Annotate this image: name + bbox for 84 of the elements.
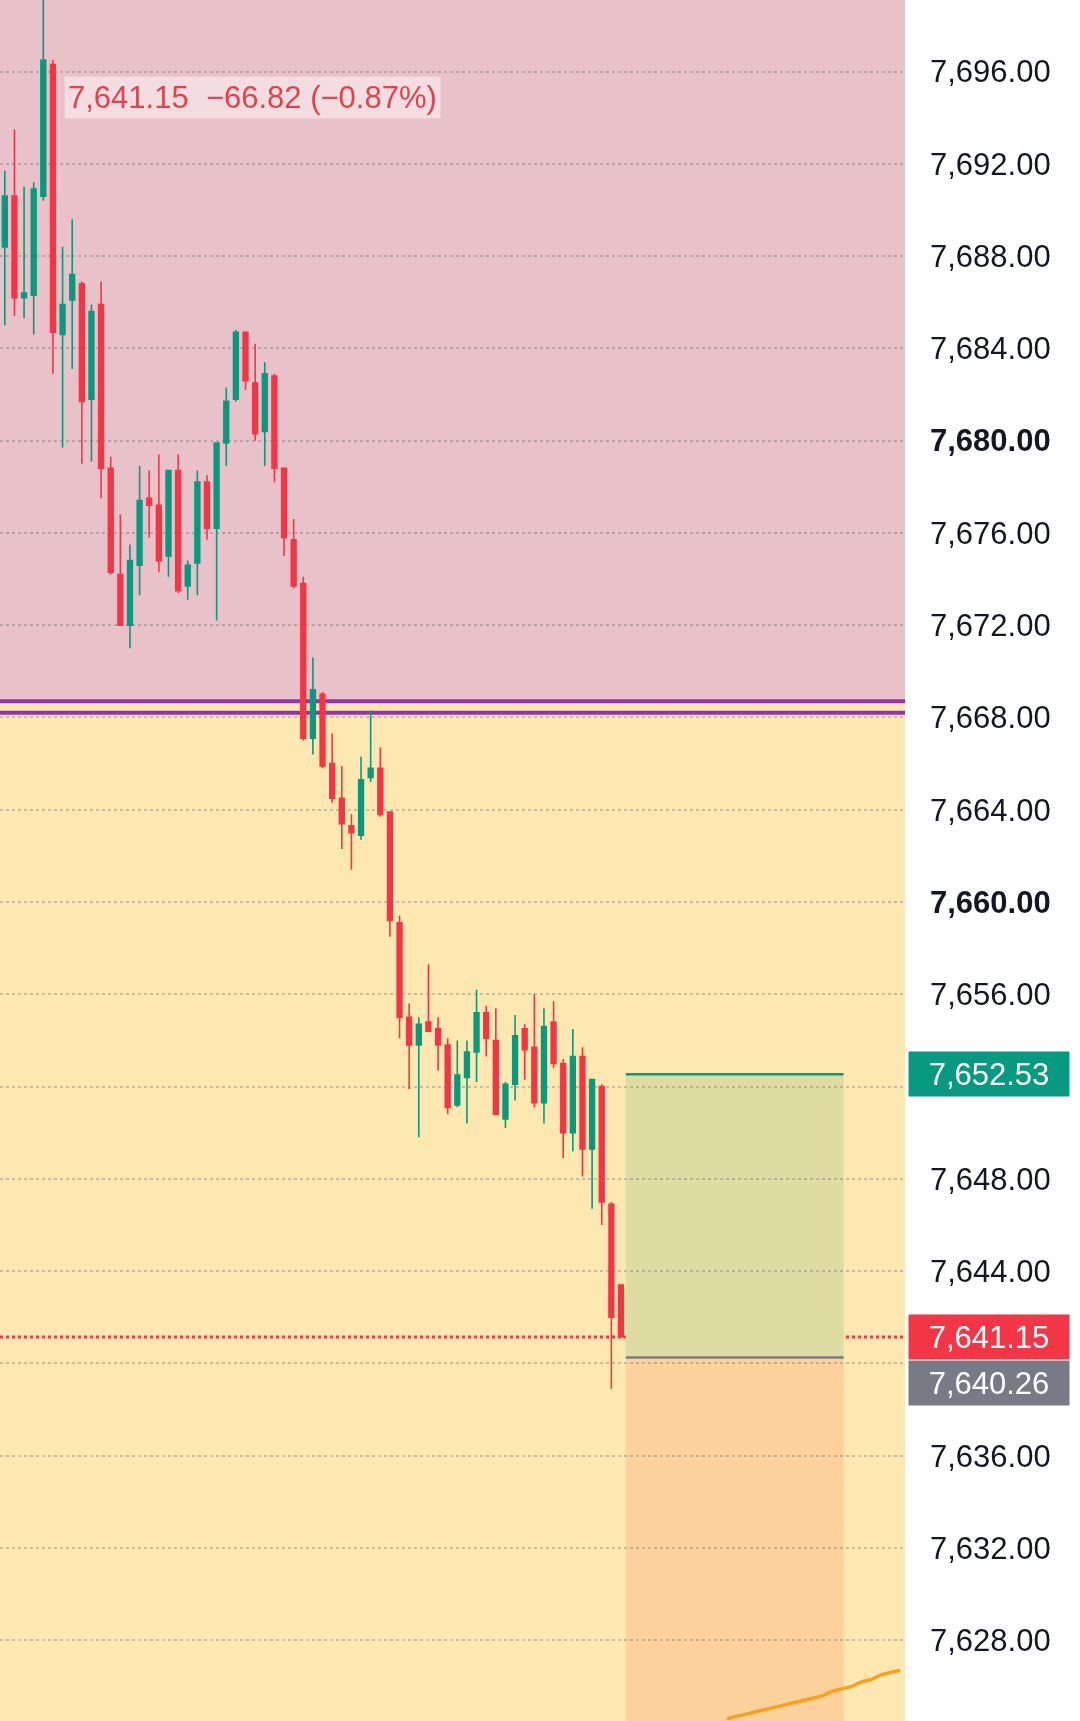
ref-line-label: 7,641.15 bbox=[928, 1319, 1050, 1355]
candlestick bbox=[242, 331, 249, 391]
candlestick bbox=[97, 280, 105, 500]
y-tick-label: 7,660.00 bbox=[930, 884, 1051, 920]
candlestick bbox=[357, 755, 365, 841]
candlestick bbox=[20, 186, 28, 320]
y-tick-label: 7,664.00 bbox=[930, 792, 1051, 828]
candlestick bbox=[251, 342, 259, 442]
candlestick bbox=[319, 691, 326, 770]
ref-line-label: 7,640.26 bbox=[928, 1365, 1050, 1401]
candlestick bbox=[309, 656, 317, 756]
candlestick bbox=[194, 469, 201, 596]
candlestick bbox=[300, 575, 307, 742]
candlestick bbox=[386, 811, 394, 938]
candlestick bbox=[550, 1000, 557, 1069]
candlestick bbox=[280, 467, 288, 557]
candlestick bbox=[483, 1005, 490, 1058]
y-tick-label: 7,636.00 bbox=[930, 1438, 1051, 1474]
candlestick bbox=[213, 442, 220, 622]
candlestick bbox=[492, 1007, 499, 1116]
y-tick-label: 7,668.00 bbox=[930, 700, 1051, 736]
candlestick bbox=[232, 329, 240, 403]
candlestick bbox=[406, 1002, 413, 1090]
candlestick bbox=[146, 469, 153, 539]
candlestick bbox=[11, 128, 18, 317]
candlestick bbox=[1, 169, 8, 327]
y-tick-label: 7,632.00 bbox=[930, 1530, 1051, 1566]
candlestick bbox=[184, 559, 191, 601]
candlestick bbox=[174, 453, 182, 594]
candlestick bbox=[367, 709, 374, 783]
candlestick bbox=[290, 518, 297, 590]
candlestick bbox=[165, 469, 172, 578]
candlestick bbox=[203, 474, 211, 541]
candlestick bbox=[444, 1037, 451, 1116]
y-tick-label: 7,692.00 bbox=[930, 146, 1051, 182]
candlestick bbox=[540, 1007, 548, 1125]
line-series bbox=[725, 1668, 902, 1721]
candlestick bbox=[40, 0, 47, 202]
candlestick bbox=[329, 732, 336, 804]
y-tick-label: 7,644.00 bbox=[930, 1253, 1051, 1289]
y-tick-label: 7,672.00 bbox=[930, 608, 1051, 644]
candlestick bbox=[531, 993, 538, 1109]
y-tick-label: 7,628.00 bbox=[930, 1623, 1051, 1659]
y-tick-label: 7,656.00 bbox=[930, 977, 1051, 1013]
candlestick bbox=[569, 1028, 576, 1152]
candlestick bbox=[579, 1046, 586, 1178]
candlestick bbox=[521, 1023, 528, 1081]
candlestick bbox=[588, 1078, 596, 1210]
candlestick bbox=[78, 280, 85, 465]
candlestick bbox=[223, 386, 230, 467]
candlestick bbox=[348, 813, 355, 871]
candlestick bbox=[155, 453, 163, 573]
candlestick bbox=[126, 543, 134, 650]
candlestick bbox=[88, 303, 95, 463]
candlestick bbox=[30, 181, 37, 336]
candlestick bbox=[502, 1081, 509, 1129]
y-tick-label: 7,648.00 bbox=[930, 1161, 1051, 1197]
annotation: 7,641.15 −66.82 (−0.87%) bbox=[68, 80, 437, 115]
candlestick bbox=[454, 1039, 461, 1109]
y-tick-label: 7,688.00 bbox=[930, 238, 1051, 274]
y-tick-label: 7,684.00 bbox=[930, 331, 1051, 367]
candlestick bbox=[69, 218, 76, 370]
candlestick bbox=[560, 1058, 567, 1159]
candlestick bbox=[49, 59, 57, 375]
candlestick bbox=[59, 246, 66, 449]
candlestick bbox=[463, 1039, 471, 1125]
candlestick bbox=[117, 513, 124, 626]
candlestick bbox=[261, 361, 268, 467]
candlestick bbox=[136, 465, 143, 596]
candlestick bbox=[473, 988, 480, 1083]
candlestick bbox=[271, 372, 278, 483]
candlestick bbox=[598, 1083, 605, 1226]
y-tick-label: 7,696.00 bbox=[930, 54, 1051, 90]
y-tick-label: 7,676.00 bbox=[930, 515, 1051, 551]
candlestick bbox=[511, 1014, 519, 1102]
candlestick bbox=[425, 963, 432, 1033]
ref-line-label: 7,652.53 bbox=[928, 1056, 1050, 1092]
candlestick bbox=[434, 1016, 442, 1072]
y-tick-label: 7,680.00 bbox=[930, 423, 1051, 459]
candlestick bbox=[107, 455, 114, 576]
candlestick bbox=[415, 1016, 422, 1139]
candlestick bbox=[338, 765, 345, 850]
candlestick bbox=[396, 915, 403, 1039]
candlestick bbox=[377, 746, 384, 818]
